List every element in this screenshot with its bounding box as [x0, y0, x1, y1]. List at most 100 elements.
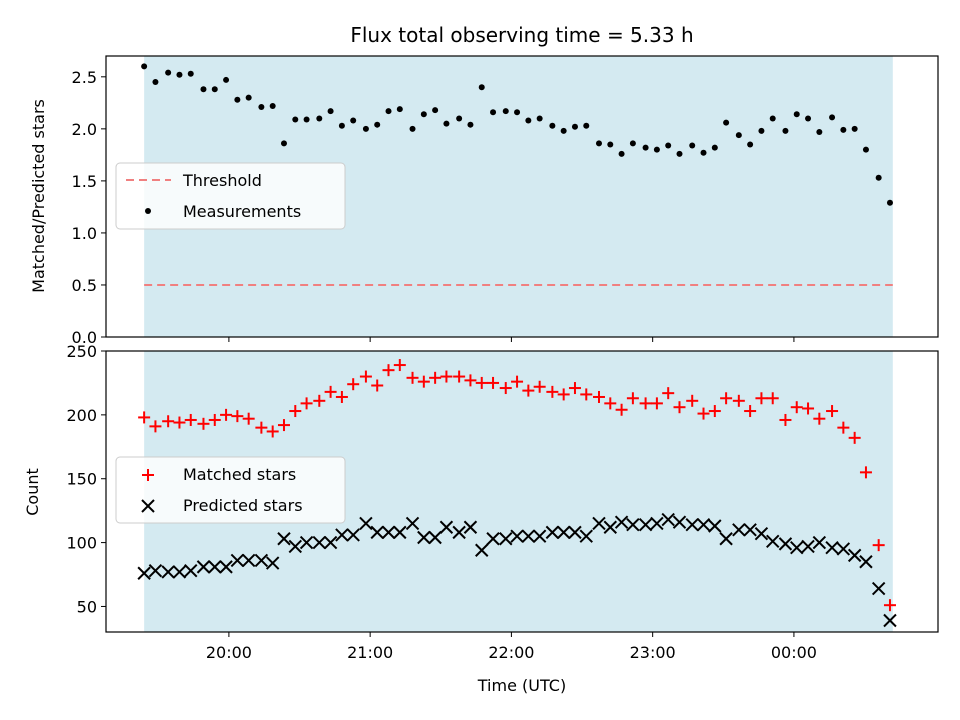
y-axis-label-count: Count [23, 468, 42, 516]
predicted-star-point [696, 518, 711, 532]
measurement-point [396, 106, 403, 113]
matched-star-point [417, 375, 430, 388]
y-tick-label: 200 [66, 406, 97, 425]
predicted-star-point [871, 581, 886, 596]
predicted-star-point [230, 553, 245, 568]
predicted-star-point [335, 528, 349, 542]
predicted-stars-series [137, 512, 897, 628]
measurement-point [141, 63, 148, 70]
predicted-star-point [381, 525, 396, 540]
measurement-point [152, 79, 159, 86]
measurement-point [793, 111, 800, 118]
measurement-point [747, 141, 754, 148]
predicted-star-point [754, 526, 769, 541]
predicted-star-point [836, 542, 851, 556]
measurements-series [141, 63, 893, 206]
predicted-star-point [405, 516, 420, 531]
measurement-point [374, 121, 381, 128]
measurement-point [805, 115, 812, 122]
matched-star-point [557, 388, 570, 401]
measurement-point [478, 84, 485, 91]
x-axis-label: Time (UTC) [477, 676, 566, 695]
matched-star-point [604, 397, 617, 410]
predicted-star-point [499, 532, 513, 546]
matched-star-point [697, 407, 710, 420]
matched-star-point [440, 370, 453, 383]
legend-count: Matched stars Predicted stars [115, 456, 346, 524]
matched-star-point [453, 370, 466, 383]
matched-star-point [406, 371, 419, 384]
measurement-point [583, 122, 590, 129]
matched-star-point [359, 370, 372, 383]
predicted-star-point [161, 565, 175, 579]
measurement-point [187, 70, 194, 77]
measurement-point [303, 116, 310, 123]
predicted-star-point [137, 566, 151, 580]
matched-star-point [266, 425, 279, 438]
measurement-point [409, 125, 416, 132]
matched-star-point [313, 394, 326, 407]
predicted-star-point [265, 556, 280, 570]
matched-star-point [650, 397, 663, 410]
panel-count: 50 100 150 200 250 20:00 21:00 22:00 23:00 00:00… [23, 342, 939, 695]
predicted-star-point [579, 529, 593, 543]
measurement-point [211, 86, 218, 93]
legend-threshold-label: Threshold [182, 171, 262, 190]
y-tick-label: 1.0 [72, 224, 97, 243]
matched-star-point [626, 392, 639, 405]
measurement-point [840, 126, 847, 133]
matched-star-point [580, 388, 593, 401]
y-tick-label: 0.5 [72, 276, 97, 295]
measurement-point [467, 121, 474, 128]
y-axis-count: 50 100 150 200 250 [66, 342, 106, 616]
matched-star-point [242, 412, 255, 425]
predicted-star-point [638, 518, 653, 532]
matched-star-point [138, 411, 151, 424]
measurement-point [782, 127, 789, 134]
matched-star-point [487, 376, 500, 389]
matched-star-point [347, 378, 360, 391]
measurement-point [560, 127, 567, 134]
predicted-star-point [672, 515, 687, 529]
measurement-point [280, 140, 287, 147]
predicted-star-point [825, 540, 839, 555]
x-tick-label: 21:00 [347, 643, 393, 662]
legend-count-box [115, 456, 346, 524]
y-tick-label: 2.0 [72, 120, 97, 139]
matched-star-point [615, 403, 628, 416]
matched-star-point [708, 405, 721, 418]
predicted-star-point [486, 532, 500, 546]
predicted-star-point [172, 565, 187, 579]
matched-star-point [300, 397, 313, 410]
panel-ratio: 0.0 0.5 1.0 1.5 2.0 2.5 Matched/Predicted sta… [29, 55, 939, 347]
matched-star-point [429, 371, 442, 384]
predicted-star-point [148, 563, 163, 578]
predicted-star-point [719, 532, 733, 546]
matched-star-point [732, 394, 745, 407]
matched-star-point [837, 421, 850, 434]
predicted-star-point [439, 520, 454, 534]
matched-star-point [277, 419, 290, 432]
measurement-point [711, 144, 718, 151]
measurement-point [514, 109, 521, 116]
predicted-star-point [859, 555, 873, 569]
measurement-point [536, 115, 543, 122]
measurement-point [385, 108, 392, 115]
predicted-star-point [790, 540, 804, 555]
measurement-point [862, 146, 869, 153]
legend-predicted-label: Predicted stars [183, 496, 303, 515]
predicted-star-point [743, 523, 757, 537]
x-tick-label: 00:00 [771, 643, 817, 662]
predicted-star-point [812, 535, 827, 550]
y-tick-label: 1.5 [72, 172, 97, 191]
predicted-star-point [323, 535, 338, 550]
measurement-point [665, 142, 672, 149]
y-tick-label: 250 [66, 342, 97, 361]
measurement-point [502, 108, 509, 115]
predicted-star-point [208, 560, 222, 574]
legend-predicted-marker [141, 499, 155, 513]
measurement-point [200, 86, 207, 93]
matched-star-point [639, 397, 652, 410]
y-tick-label: 2.5 [72, 68, 97, 87]
